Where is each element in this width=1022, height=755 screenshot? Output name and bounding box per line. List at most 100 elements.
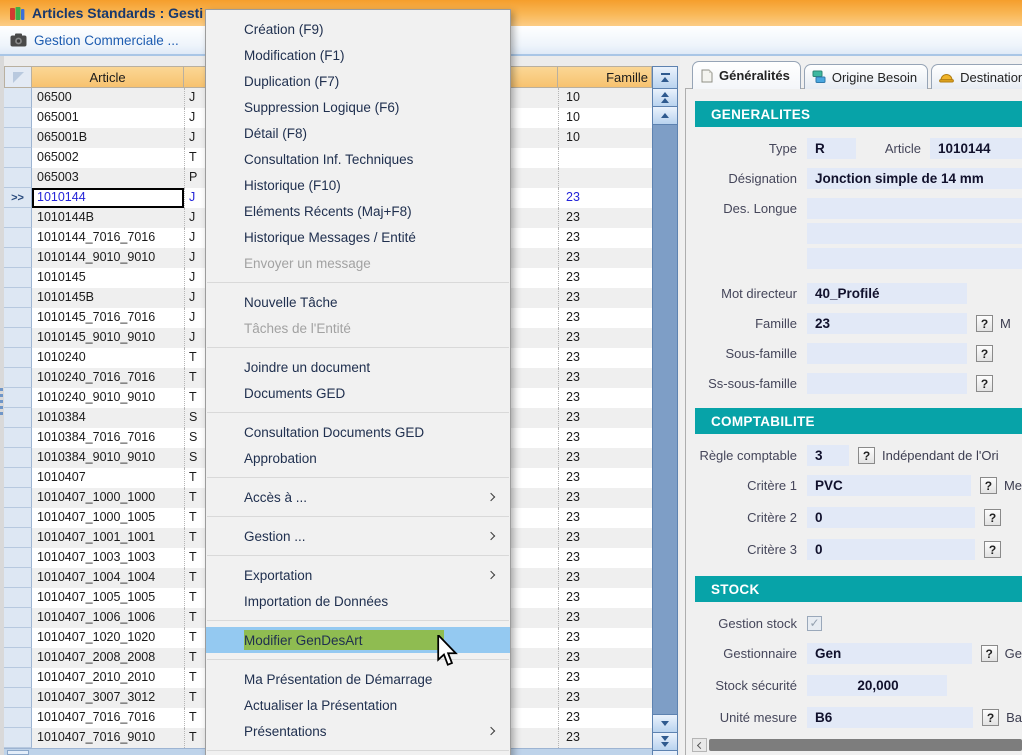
article-field[interactable]: 1010144: [930, 138, 1022, 159]
row-selector-cell[interactable]: [4, 588, 32, 608]
famille-cell[interactable]: 23: [558, 388, 652, 408]
row-selector-cell[interactable]: [4, 208, 32, 228]
menu-item-modifier-gendesart[interactable]: Modifier GenDesArt: [206, 627, 510, 653]
h-scroll-button[interactable]: [7, 750, 29, 755]
unite-help-button[interactable]: ?: [982, 709, 1000, 726]
row-selector-cell[interactable]: [4, 228, 32, 248]
page-down-button[interactable]: [652, 732, 678, 751]
famille-cell[interactable]: 23: [558, 228, 652, 248]
row-selector-cell[interactable]: [4, 688, 32, 708]
menu-item-modification-f1[interactable]: Modification (F1): [206, 42, 510, 68]
famille-cell[interactable]: 23: [558, 488, 652, 508]
famille-cell[interactable]: 23: [558, 508, 652, 528]
famille-cell[interactable]: 23: [558, 568, 652, 588]
famille-cell[interactable]: 23: [558, 728, 652, 748]
row-selector-cell[interactable]: [4, 348, 32, 368]
h-scrollbar-thumb[interactable]: [709, 739, 1022, 751]
article-cell[interactable]: 1010407_1005_1005: [32, 588, 184, 608]
article-cell[interactable]: 065001B: [32, 128, 184, 148]
menu-item-acc-s[interactable]: Accès à ...: [206, 484, 510, 510]
article-cell[interactable]: 1010407_1006_1006: [32, 608, 184, 628]
module-title[interactable]: Gestion Commerciale ...: [34, 32, 179, 48]
famille-cell[interactable]: 23: [558, 248, 652, 268]
type-field[interactable]: R: [807, 138, 856, 159]
row-selector-cell[interactable]: [4, 368, 32, 388]
famille-cell[interactable]: 10: [558, 108, 652, 128]
des-longue-field-2[interactable]: [807, 223, 1022, 244]
critere1-help-button[interactable]: ?: [979, 477, 997, 494]
tab-generalites[interactable]: Généralités: [692, 61, 801, 89]
menu-item-duplication-f7[interactable]: Duplication (F7): [206, 68, 510, 94]
des-longue-field-1[interactable]: [807, 198, 1022, 219]
article-cell[interactable]: 1010145_7016_7016: [32, 308, 184, 328]
article-cell[interactable]: 1010240: [32, 348, 184, 368]
menu-item-actualiser-la-pr-sentation[interactable]: Actualiser la Présentation: [206, 692, 510, 718]
select-all-corner[interactable]: [4, 66, 32, 88]
row-selector-cell[interactable]: [4, 648, 32, 668]
designation-field[interactable]: Jonction simple de 14 mm: [807, 168, 1022, 189]
vertical-splitter[interactable]: [0, 56, 4, 755]
article-cell[interactable]: 1010407_1001_1001: [32, 528, 184, 548]
ss-sous-famille-help-button[interactable]: ?: [976, 375, 993, 392]
scroll-up-button[interactable]: [652, 106, 678, 125]
article-cell[interactable]: 1010240_7016_7016: [32, 368, 184, 388]
table-row[interactable]: 1010240_7016_7016 T 23: [4, 368, 678, 388]
famille-cell[interactable]: 23: [558, 268, 652, 288]
article-cell[interactable]: 1010384: [32, 408, 184, 428]
article-cell[interactable]: 1010407_1000_1000: [32, 488, 184, 508]
article-cell[interactable]: 1010407_2008_2008: [32, 648, 184, 668]
menu-item-suppression-logique-f6[interactable]: Suppression Logique (F6): [206, 94, 510, 120]
article-cell[interactable]: 1010407: [32, 468, 184, 488]
row-selector-cell[interactable]: [4, 108, 32, 128]
famille-cell[interactable]: 23: [558, 528, 652, 548]
famille-cell[interactable]: 23: [558, 628, 652, 648]
article-cell[interactable]: 1010145B: [32, 288, 184, 308]
article-cell[interactable]: 1010144_7016_7016: [32, 228, 184, 248]
row-selector-cell[interactable]: >>: [4, 188, 32, 208]
menu-item-el-ments-r-cents-maj-f8[interactable]: Eléments Récents (Maj+F8): [206, 198, 510, 224]
column-header-famille[interactable]: Famille: [558, 66, 652, 88]
famille-cell[interactable]: 23: [558, 708, 652, 728]
famille-cell[interactable]: 23: [558, 328, 652, 348]
row-selector-cell[interactable]: [4, 248, 32, 268]
row-selector-cell[interactable]: [4, 568, 32, 588]
famille-cell[interactable]: 23: [558, 468, 652, 488]
row-selector-cell[interactable]: [4, 388, 32, 408]
menu-item-exportation[interactable]: Exportation: [206, 562, 510, 588]
menu-item-nouvelle-t-che[interactable]: Nouvelle Tâche: [206, 289, 510, 315]
row-selector-cell[interactable]: [4, 308, 32, 328]
unite-mesure-field[interactable]: B6: [807, 707, 974, 728]
famille-cell[interactable]: [558, 168, 652, 188]
row-selector-cell[interactable]: [4, 288, 32, 308]
menu-item-joindre-un-document[interactable]: Joindre un document: [206, 354, 510, 380]
famille-cell[interactable]: 23: [558, 368, 652, 388]
column-header-article[interactable]: Article: [32, 66, 184, 88]
article-cell[interactable]: 1010145: [32, 268, 184, 288]
famille-cell[interactable]: 23: [558, 308, 652, 328]
tab-origine-besoin[interactable]: Origine Besoin: [803, 64, 929, 89]
famille-cell[interactable]: 23: [558, 408, 652, 428]
famille-cell[interactable]: 23: [558, 608, 652, 628]
article-cell[interactable]: 1010407_1004_1004: [32, 568, 184, 588]
famille-cell[interactable]: 23: [558, 208, 652, 228]
critere2-help-button[interactable]: ?: [984, 509, 1001, 526]
article-cell[interactable]: 065002: [32, 148, 184, 168]
critere2-field[interactable]: 0: [807, 507, 975, 528]
page-up-button[interactable]: [652, 88, 678, 107]
menu-item-cr-ation-f9[interactable]: Création (F9): [206, 16, 510, 42]
famille-cell[interactable]: 23: [558, 348, 652, 368]
row-selector-cell[interactable]: [4, 528, 32, 548]
tab-destination[interactable]: Destination: [931, 64, 1022, 89]
menu-item-gestion[interactable]: Gestion ...: [206, 523, 510, 549]
famille-cell[interactable]: 23: [558, 548, 652, 568]
menu-item-consultation-inf-techniques[interactable]: Consultation Inf. Techniques: [206, 146, 510, 172]
menu-item-d-tail-f8[interactable]: Détail (F8): [206, 120, 510, 146]
article-cell[interactable]: 1010407_7016_9010: [32, 728, 184, 748]
article-cell[interactable]: 1010384_7016_7016: [32, 428, 184, 448]
famille-cell[interactable]: 10: [558, 128, 652, 148]
scroll-down-button[interactable]: [652, 714, 678, 733]
row-selector-cell[interactable]: [4, 708, 32, 728]
row-selector-cell[interactable]: [4, 428, 32, 448]
sous-famille-help-button[interactable]: ?: [976, 345, 993, 362]
row-selector-cell[interactable]: [4, 668, 32, 688]
